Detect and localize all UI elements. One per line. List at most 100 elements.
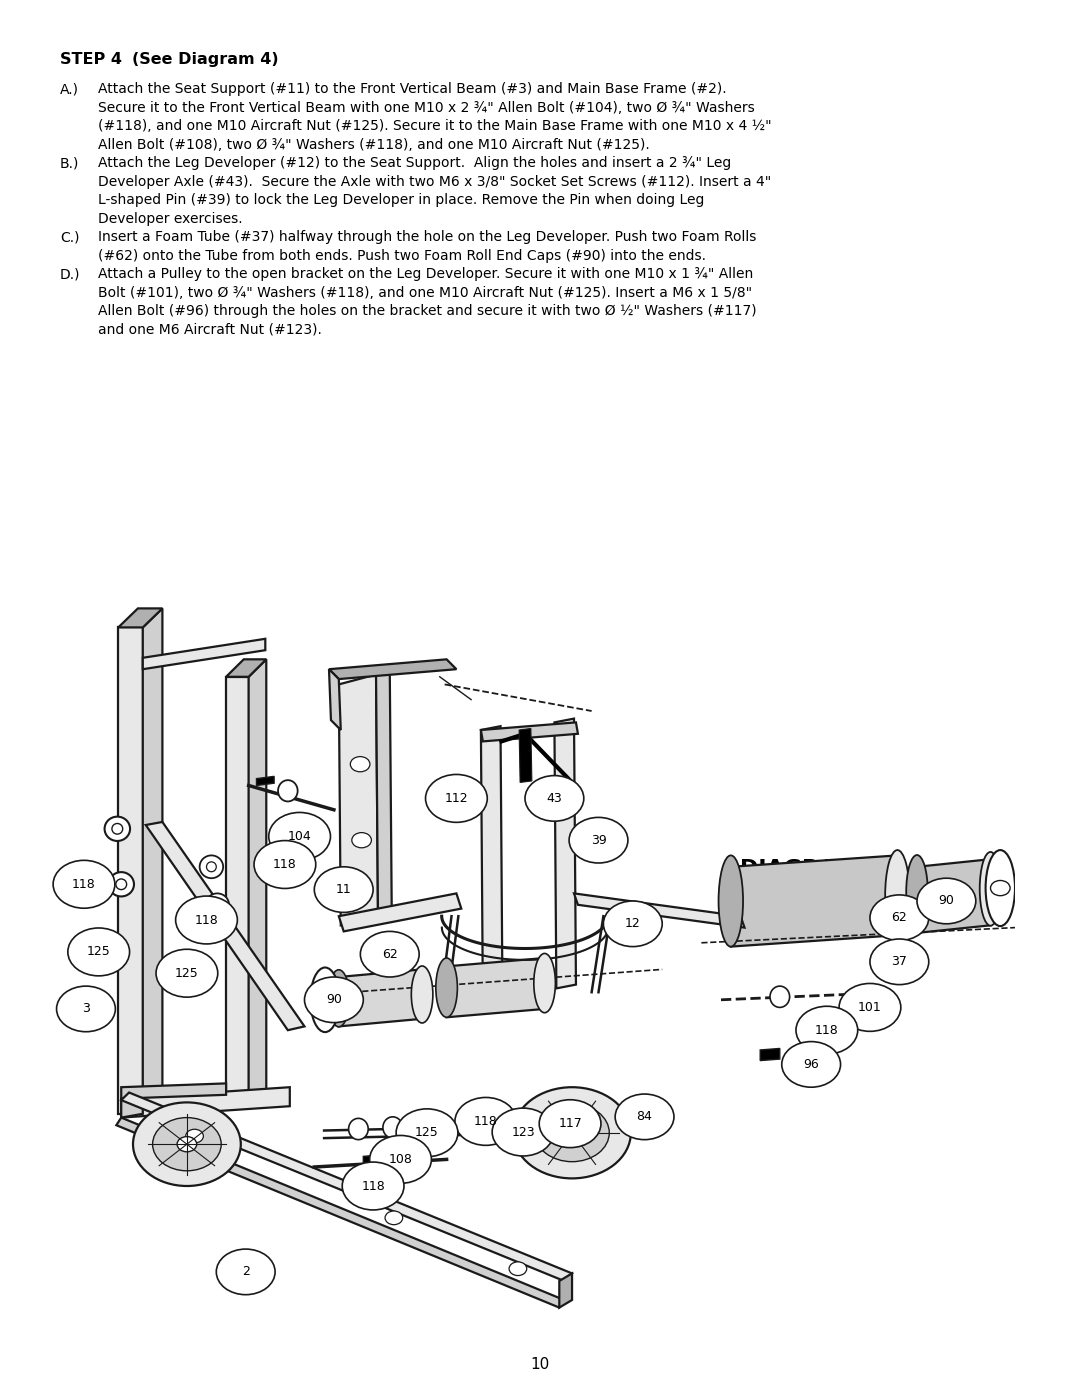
Text: Attach a Pulley to the open bracket on the Leg Developer. Secure it with one M10: Attach a Pulley to the open bracket on t… xyxy=(98,267,753,281)
Polygon shape xyxy=(376,669,392,916)
Text: 2: 2 xyxy=(242,1266,249,1278)
Text: 118: 118 xyxy=(273,858,297,870)
Circle shape xyxy=(525,775,584,821)
Circle shape xyxy=(305,977,363,1023)
Text: Allen Bolt (#96) through the holes on the bracket and secure it with two Ø ½" Wa: Allen Bolt (#96) through the holes on th… xyxy=(98,305,757,319)
Ellipse shape xyxy=(718,855,743,947)
Text: 62: 62 xyxy=(382,947,397,961)
Text: 43: 43 xyxy=(546,792,563,805)
Ellipse shape xyxy=(206,862,216,872)
Polygon shape xyxy=(117,1118,564,1308)
Text: 12: 12 xyxy=(625,918,640,930)
Circle shape xyxy=(796,1006,858,1055)
Polygon shape xyxy=(121,1092,572,1281)
Circle shape xyxy=(513,1087,631,1179)
Text: 84: 84 xyxy=(636,1111,652,1123)
Text: 118: 118 xyxy=(72,877,96,891)
Ellipse shape xyxy=(200,855,224,879)
Polygon shape xyxy=(559,1274,572,1308)
Circle shape xyxy=(604,901,662,947)
Text: (#62) onto the Tube from both ends. Push two Foam Roll End Caps (#90) into the e: (#62) onto the Tube from both ends. Push… xyxy=(98,249,706,263)
Text: STEP 4: STEP 4 xyxy=(60,52,122,67)
Polygon shape xyxy=(143,638,266,669)
Circle shape xyxy=(176,895,238,944)
Ellipse shape xyxy=(383,1116,403,1139)
Polygon shape xyxy=(329,659,457,679)
Polygon shape xyxy=(121,1084,226,1098)
Circle shape xyxy=(870,939,929,985)
Ellipse shape xyxy=(770,986,789,1007)
Ellipse shape xyxy=(278,780,298,802)
Ellipse shape xyxy=(349,1119,368,1140)
Polygon shape xyxy=(731,855,897,947)
Text: 112: 112 xyxy=(445,792,469,805)
Circle shape xyxy=(353,886,373,901)
Circle shape xyxy=(455,1098,516,1146)
Text: (#118), and one M10 Aircraft Nut (#125). Secure it to the Main Base Frame with o: (#118), and one M10 Aircraft Nut (#125).… xyxy=(98,119,771,133)
Ellipse shape xyxy=(906,855,928,929)
Text: 39: 39 xyxy=(591,834,606,847)
Ellipse shape xyxy=(310,968,340,1032)
Text: Developer Axle (#43).  Secure the Axle with two M6 x 3/8" Socket Set Screws (#11: Developer Axle (#43). Secure the Axle wi… xyxy=(98,175,771,189)
Text: 11: 11 xyxy=(336,883,352,895)
Text: and one M6 Aircraft Nut (#123).: and one M6 Aircraft Nut (#123). xyxy=(98,323,322,337)
Text: 101: 101 xyxy=(859,1000,882,1014)
Circle shape xyxy=(990,880,1010,895)
Ellipse shape xyxy=(388,1153,407,1172)
Circle shape xyxy=(133,1102,241,1186)
Text: DIAGRAM 4: DIAGRAM 4 xyxy=(740,859,881,879)
Circle shape xyxy=(509,1261,527,1275)
Text: Secure it to the Front Vertical Beam with one M10 x 2 ¾" Allen Bolt (#104), two : Secure it to the Front Vertical Beam wit… xyxy=(98,101,755,115)
Circle shape xyxy=(269,813,330,861)
Polygon shape xyxy=(760,1048,780,1060)
Text: 10: 10 xyxy=(530,1356,550,1372)
Text: 90: 90 xyxy=(326,993,342,1006)
Circle shape xyxy=(352,833,372,848)
Ellipse shape xyxy=(436,958,458,1017)
Circle shape xyxy=(152,1118,221,1171)
Ellipse shape xyxy=(205,894,229,916)
Circle shape xyxy=(539,1099,600,1147)
Text: 125: 125 xyxy=(175,967,199,979)
Polygon shape xyxy=(121,1095,143,1118)
Text: A.): A.) xyxy=(60,82,79,96)
Circle shape xyxy=(186,1129,203,1143)
Polygon shape xyxy=(447,958,544,1017)
Ellipse shape xyxy=(213,900,222,909)
Text: 96: 96 xyxy=(804,1058,819,1071)
Circle shape xyxy=(68,928,130,977)
Polygon shape xyxy=(119,627,143,1113)
Text: D.): D.) xyxy=(60,267,81,281)
Text: Developer exercises.: Developer exercises. xyxy=(98,211,243,225)
Ellipse shape xyxy=(986,851,1015,926)
Polygon shape xyxy=(143,609,162,1113)
Text: 123: 123 xyxy=(511,1126,535,1139)
Text: 108: 108 xyxy=(389,1153,413,1166)
Circle shape xyxy=(492,1108,554,1155)
Circle shape xyxy=(569,817,627,863)
Circle shape xyxy=(535,1104,609,1162)
Polygon shape xyxy=(248,659,267,1106)
Ellipse shape xyxy=(980,852,1001,926)
Text: L-shaped Pin (#39) to lock the Leg Developer in place. Remove the Pin when doing: L-shaped Pin (#39) to lock the Leg Devel… xyxy=(98,193,704,207)
Polygon shape xyxy=(339,675,378,925)
Polygon shape xyxy=(363,1155,383,1168)
Circle shape xyxy=(386,1211,403,1225)
Polygon shape xyxy=(519,728,531,782)
Ellipse shape xyxy=(411,965,433,1023)
Ellipse shape xyxy=(112,823,123,834)
Circle shape xyxy=(156,949,218,997)
Text: 37: 37 xyxy=(891,956,907,968)
Circle shape xyxy=(839,983,901,1031)
Text: Attach the Leg Developer (#12) to the Seat Support.  Align the holes and insert : Attach the Leg Developer (#12) to the Se… xyxy=(98,156,731,170)
Text: 117: 117 xyxy=(558,1118,582,1130)
Polygon shape xyxy=(146,821,305,1030)
Circle shape xyxy=(361,932,419,977)
Text: 62: 62 xyxy=(891,911,907,925)
Circle shape xyxy=(177,1137,197,1151)
Circle shape xyxy=(616,1094,674,1140)
Circle shape xyxy=(561,1123,584,1141)
Polygon shape xyxy=(573,894,744,928)
Text: 125: 125 xyxy=(86,946,110,958)
Circle shape xyxy=(315,992,335,1007)
